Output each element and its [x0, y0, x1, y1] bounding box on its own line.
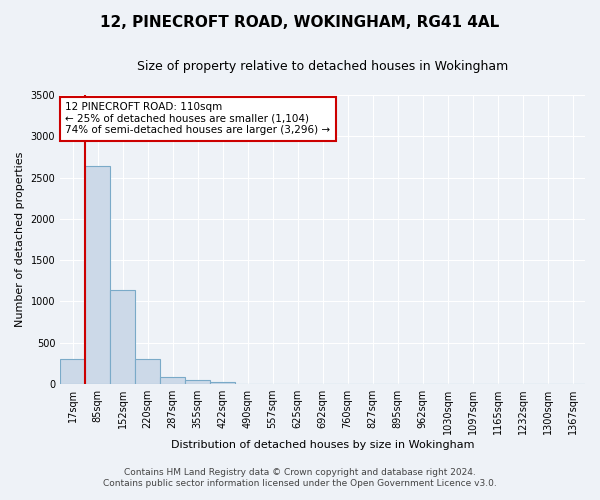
Bar — [85, 166, 110, 384]
Bar — [210, 382, 235, 384]
Text: Contains HM Land Registry data © Crown copyright and database right 2024.
Contai: Contains HM Land Registry data © Crown c… — [103, 468, 497, 487]
Bar — [60, 360, 85, 384]
Y-axis label: Number of detached properties: Number of detached properties — [15, 152, 25, 327]
X-axis label: Distribution of detached houses by size in Wokingham: Distribution of detached houses by size … — [171, 440, 475, 450]
Text: 12, PINECROFT ROAD, WOKINGHAM, RG41 4AL: 12, PINECROFT ROAD, WOKINGHAM, RG41 4AL — [100, 15, 500, 30]
Text: 12 PINECROFT ROAD: 110sqm
← 25% of detached houses are smaller (1,104)
74% of se: 12 PINECROFT ROAD: 110sqm ← 25% of detac… — [65, 102, 331, 136]
Bar — [110, 290, 135, 384]
Bar — [185, 380, 210, 384]
Title: Size of property relative to detached houses in Wokingham: Size of property relative to detached ho… — [137, 60, 508, 73]
Bar — [135, 360, 160, 384]
Bar — [160, 376, 185, 384]
